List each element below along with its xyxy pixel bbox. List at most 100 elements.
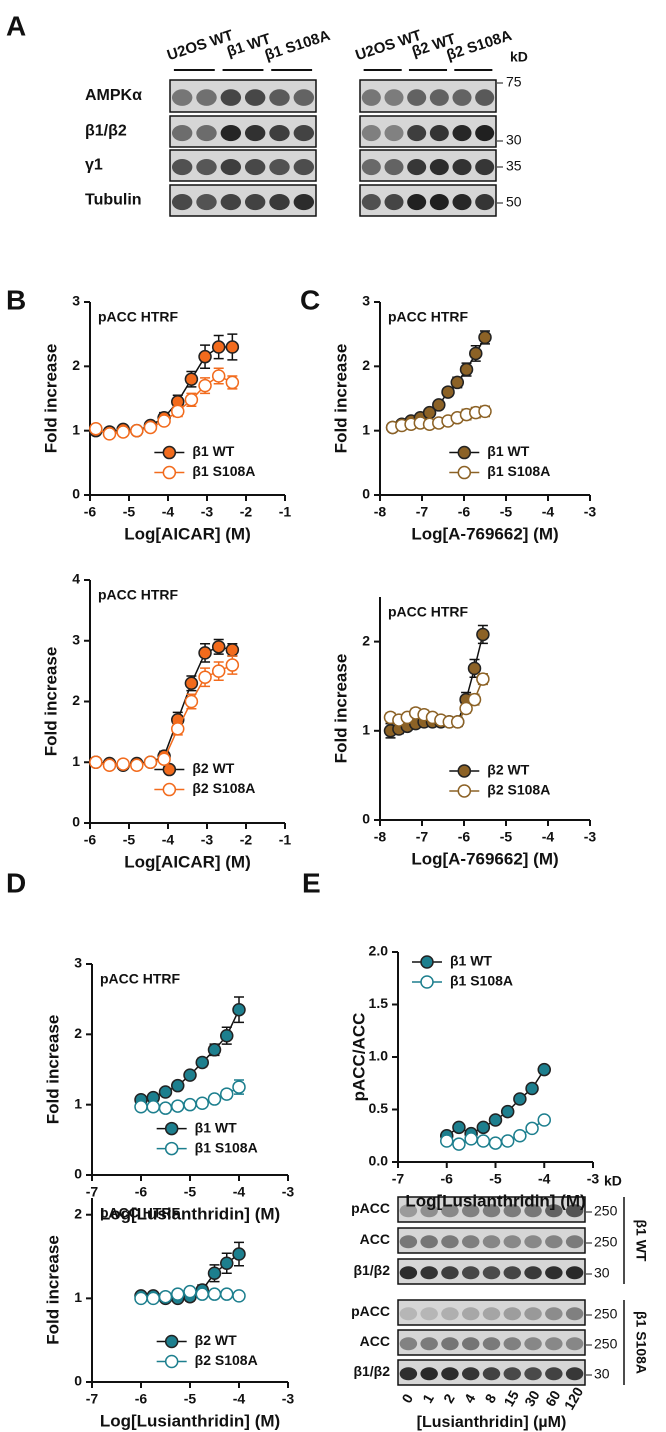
x-tick-label: -7 [416,504,429,520]
data-point [130,423,144,438]
legend-marker [162,445,177,460]
blot-row-label: β1/β2 [85,123,127,140]
data-point [198,378,212,393]
x-axis-label: Log[AICAR] (M) [124,852,251,871]
data-point [130,758,144,773]
band [441,1307,459,1321]
data-point [525,1121,539,1136]
band [384,158,404,176]
y-axis-label: Fold increase [43,1015,62,1125]
data-point [440,1134,454,1148]
band [196,158,217,176]
data-point [207,1266,222,1281]
band [196,89,217,106]
legend-label: β2 S108A [195,1352,258,1368]
band [196,124,217,142]
x-tick-label: -6 [84,504,97,520]
panel-letter: A [6,10,26,41]
y-tick-label: 2 [72,357,80,373]
lane-label: 2 [440,1391,458,1406]
data-point [198,670,212,684]
blot-frame [397,1329,586,1356]
band [171,158,193,176]
lane-label: 60 [542,1387,564,1409]
data-point [207,1287,222,1301]
y-tick-label: 1 [72,421,80,437]
kd-label: 35 [506,158,522,174]
chart-title: pACC HTRF [100,971,181,987]
data-point [459,362,474,377]
band [293,89,315,106]
band [461,1307,480,1321]
x-tick-label: -7 [392,1171,405,1187]
data-point [134,1100,148,1114]
data-point [143,755,158,769]
band [545,1337,563,1351]
band [399,1266,418,1280]
data-point [476,672,490,686]
kd-label: 250 [594,1336,618,1352]
lane-label: 8 [481,1391,499,1406]
band [545,1204,563,1218]
data-point [171,1099,185,1113]
blot-frame [397,1227,586,1254]
band [545,1235,563,1249]
band [171,193,193,211]
legend-label: β1 WT [195,1119,237,1135]
data-point [225,658,240,672]
band [420,1235,438,1249]
data-point [171,722,185,736]
data-point [441,385,455,399]
data-point [184,393,199,407]
x-tick-label: -2 [240,832,253,848]
x-axis-label: Log[Lusianthridin] (M) [100,1411,280,1430]
y-axis-label: Fold increase [331,344,350,454]
lane-label: 120 [561,1384,587,1412]
blot-frame [169,115,317,148]
kd-label: 250 [594,1306,618,1322]
legend-marker [457,465,472,480]
set-label: β1 S108A [633,1311,649,1374]
band [565,1367,584,1381]
legend-label: β1 WT [450,953,492,969]
y-tick-label: 1.0 [369,1048,389,1064]
x-tick-label: -6 [135,1184,148,1200]
blot-frame [169,79,317,113]
x-tick-label: -5 [500,829,513,845]
data-point [513,1129,527,1143]
data-point [450,715,465,729]
band [399,1367,418,1381]
data-point [211,640,226,654]
x-tick-label: -7 [416,829,429,845]
panel-letter: E [302,867,321,898]
data-point [158,1289,173,1304]
band [461,1266,480,1280]
chart-title: pACC HTRF [98,587,179,603]
kd-label: 30 [506,132,522,148]
kd-label: 30 [594,1366,610,1382]
y-tick-label: 0 [72,486,80,502]
data-point [432,398,446,412]
band [565,1337,584,1351]
data-point [476,627,490,642]
lane-group-label: β2 S108A [444,27,514,64]
data-point [211,369,226,383]
blot-row-label: pACC [351,1200,390,1216]
band [220,158,242,176]
data-point [184,676,199,691]
legend-label: β2 S108A [192,780,255,796]
band [220,193,242,211]
data-point [464,1132,478,1146]
kd-unit: kD [604,1173,622,1189]
legend-label: β2 WT [192,760,234,776]
x-axis-label: Log[A-769662] (M) [411,849,558,868]
band [220,89,242,106]
data-point [171,1287,185,1301]
x-tick-label: -4 [542,504,555,520]
band [429,89,449,106]
data-point [157,752,171,766]
data-point [488,1113,503,1127]
band [429,193,449,211]
data-point [220,1087,234,1101]
